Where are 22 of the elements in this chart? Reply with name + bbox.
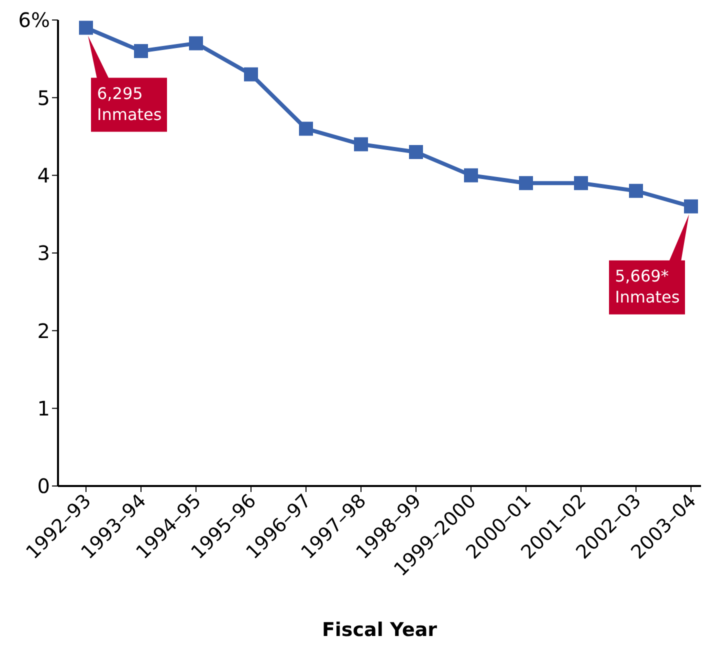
point — [354, 137, 368, 152]
point — [189, 36, 203, 50]
point — [409, 145, 423, 160]
annotation: 6,295 Inmates — [97, 84, 162, 124]
point — [519, 176, 533, 190]
x-axis-title: Fiscal Year — [322, 619, 438, 641]
y-tick-label: 5 — [37, 86, 50, 110]
y-tick-label: 0 — [37, 474, 50, 498]
y-tick-label: 6% — [18, 8, 50, 32]
point — [684, 199, 698, 214]
annotation: 5,669* Inmates — [615, 266, 680, 306]
point — [79, 20, 93, 35]
y-tick-label: 3 — [37, 241, 50, 266]
y-tick-label: 2 — [37, 318, 50, 343]
point — [574, 176, 588, 190]
y-tick-label: 1 — [37, 396, 50, 420]
point — [464, 168, 478, 182]
point — [299, 122, 313, 136]
point — [134, 44, 148, 58]
point — [629, 184, 643, 198]
y-tick-label: 4 — [37, 163, 50, 188]
point — [244, 67, 258, 82]
